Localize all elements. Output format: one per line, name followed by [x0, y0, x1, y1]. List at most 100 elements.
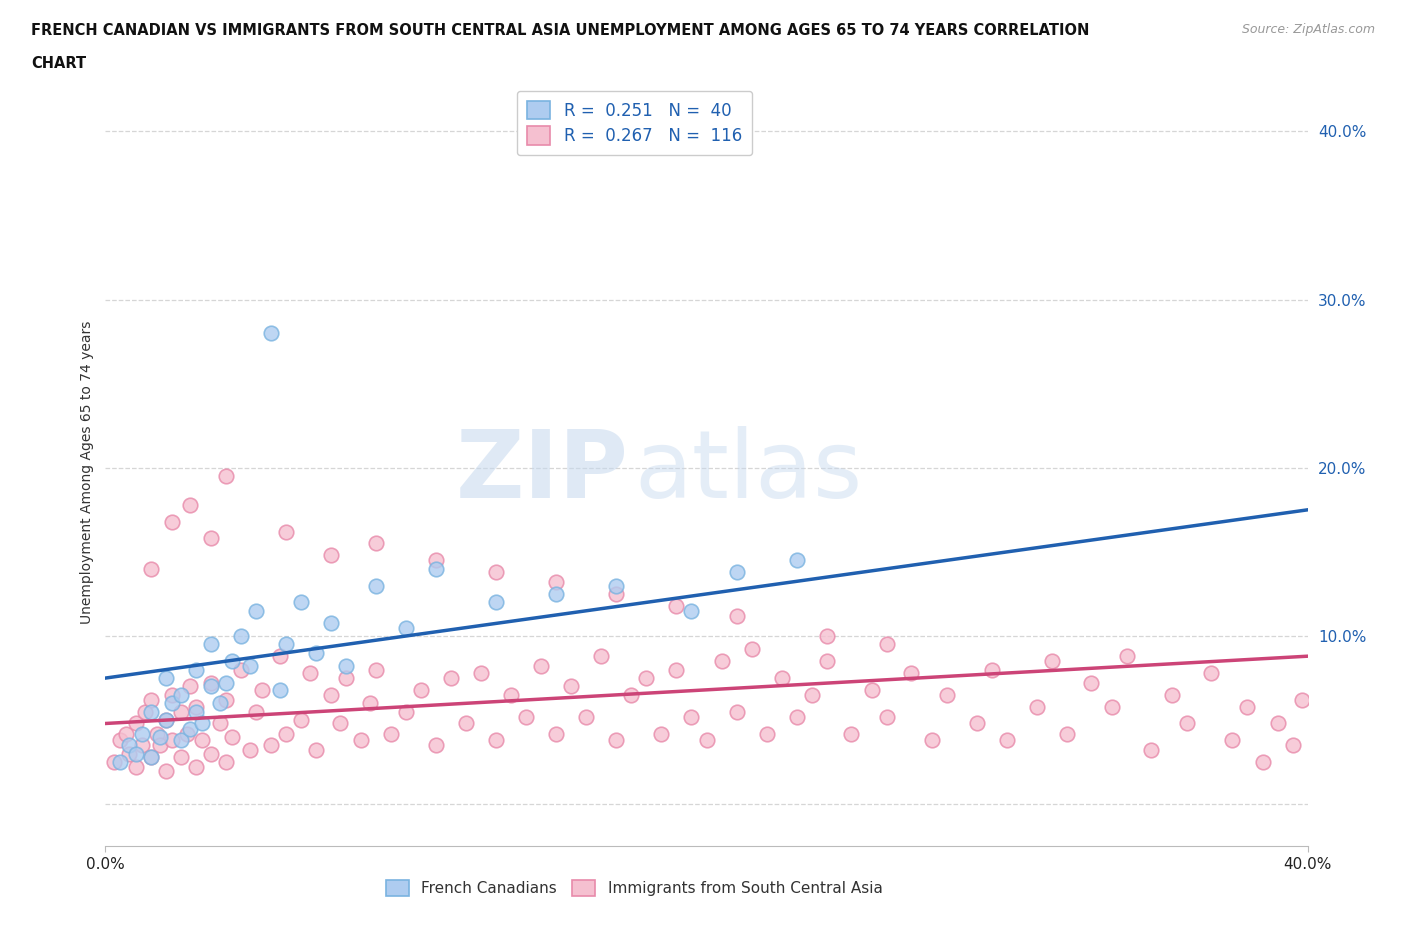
Point	[160, 687, 183, 702]
Point	[485, 565, 508, 579]
Point	[139, 704, 162, 719]
Point	[786, 710, 808, 724]
Point	[200, 676, 222, 691]
Point	[179, 721, 201, 736]
Point	[115, 726, 138, 741]
Point	[681, 710, 703, 724]
Point	[815, 654, 838, 669]
Point	[1140, 743, 1163, 758]
Point	[1222, 733, 1244, 748]
Point	[395, 704, 418, 719]
Point	[184, 662, 207, 677]
Point	[298, 666, 321, 681]
Point	[134, 704, 156, 719]
Point	[546, 587, 568, 602]
Point	[470, 666, 492, 681]
Point	[319, 548, 342, 563]
Point	[200, 637, 222, 652]
Text: Source: ZipAtlas.com: Source: ZipAtlas.com	[1241, 23, 1375, 36]
Point	[155, 764, 177, 778]
Point	[800, 687, 823, 702]
Point	[155, 712, 177, 727]
Point	[274, 525, 297, 539]
Point	[221, 729, 243, 744]
Point	[860, 683, 883, 698]
Point	[1056, 726, 1078, 741]
Point	[290, 712, 312, 727]
Point	[131, 726, 153, 741]
Point	[190, 733, 212, 748]
Point	[169, 687, 191, 702]
Point	[214, 755, 236, 770]
Point	[239, 658, 262, 673]
Point	[1101, 699, 1123, 714]
Point	[145, 726, 167, 741]
Point	[319, 687, 342, 702]
Point	[665, 598, 688, 613]
Point	[591, 649, 613, 664]
Point	[454, 716, 477, 731]
Point	[148, 737, 170, 752]
Point	[696, 733, 718, 748]
Point	[995, 733, 1018, 748]
Point	[395, 620, 418, 635]
Point	[184, 699, 207, 714]
Point	[440, 671, 463, 685]
Point	[1040, 654, 1063, 669]
Point	[425, 552, 447, 567]
Point	[118, 747, 141, 762]
Point	[200, 747, 222, 762]
Text: atlas: atlas	[634, 426, 863, 518]
Point	[190, 716, 212, 731]
Point	[839, 726, 862, 741]
Point	[319, 615, 342, 630]
Point	[605, 578, 627, 593]
Point	[501, 687, 523, 702]
Point	[546, 726, 568, 741]
Point	[148, 729, 170, 744]
Point	[710, 654, 733, 669]
Point	[260, 326, 283, 340]
Point	[110, 755, 132, 770]
Point	[1175, 716, 1198, 731]
Point	[755, 726, 778, 741]
Text: FRENCH CANADIAN VS IMMIGRANTS FROM SOUTH CENTRAL ASIA UNEMPLOYMENT AMONG AGES 65: FRENCH CANADIAN VS IMMIGRANTS FROM SOUTH…	[31, 23, 1090, 38]
Point	[290, 595, 312, 610]
Point	[184, 704, 207, 719]
Point	[936, 687, 959, 702]
Point	[530, 658, 553, 673]
Point	[245, 604, 267, 618]
Point	[124, 716, 146, 731]
Point	[1161, 687, 1184, 702]
Point	[900, 666, 922, 681]
Point	[665, 662, 688, 677]
Point	[208, 716, 231, 731]
Point	[169, 750, 191, 764]
Point	[229, 629, 252, 644]
Point	[515, 710, 537, 724]
Point	[208, 696, 231, 711]
Point	[139, 750, 162, 764]
Point	[139, 562, 162, 577]
Point	[966, 716, 988, 731]
Point	[269, 649, 291, 664]
Point	[425, 562, 447, 577]
Point	[305, 645, 328, 660]
Point	[214, 693, 236, 708]
Point	[770, 671, 793, 685]
Point	[981, 662, 1004, 677]
Point	[681, 604, 703, 618]
Point	[725, 608, 748, 623]
Point	[179, 498, 201, 512]
Point	[245, 704, 267, 719]
Point	[200, 531, 222, 546]
Point	[1281, 737, 1303, 752]
Point	[169, 704, 191, 719]
Point	[169, 733, 191, 748]
Point	[786, 552, 808, 567]
Point	[485, 733, 508, 748]
Point	[214, 469, 236, 484]
Point	[184, 760, 207, 775]
Point	[876, 637, 898, 652]
Point	[239, 743, 262, 758]
